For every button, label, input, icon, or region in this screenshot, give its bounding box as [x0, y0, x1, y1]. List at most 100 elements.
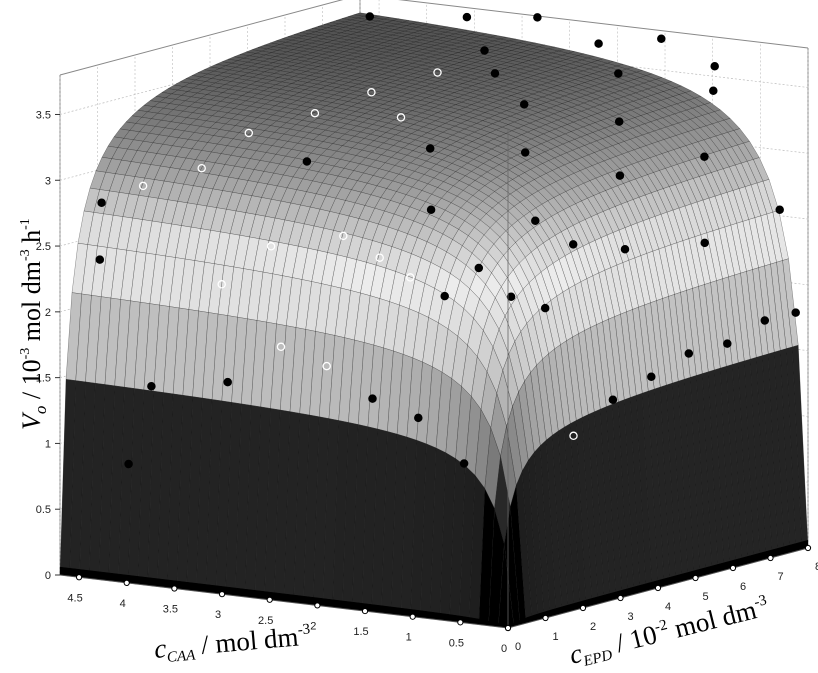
data-point	[406, 273, 415, 282]
surface-skirt	[254, 589, 262, 600]
surface-skirt	[97, 571, 106, 581]
data-point	[266, 242, 276, 251]
surface-skirt	[336, 599, 345, 609]
surface-skirt	[209, 584, 218, 594]
x-tick-label: 4	[120, 598, 126, 610]
surface-skirt	[373, 604, 382, 614]
z-tick-label: 2.5	[36, 241, 51, 253]
y-tick-mark	[654, 584, 662, 592]
data-point	[684, 349, 694, 358]
surface-skirt	[306, 596, 315, 606]
data-point	[368, 394, 377, 403]
data-point	[608, 395, 618, 404]
data-point	[97, 198, 106, 208]
y-tick-mark	[692, 574, 699, 582]
data-point	[490, 69, 500, 78]
surface-mesh	[59, 12, 809, 629]
data-point	[462, 12, 472, 22]
z-tick-label: 2	[45, 307, 51, 319]
x-axis-title-main: c	[153, 633, 168, 664]
surface-skirt	[343, 600, 352, 610]
surface-skirt	[291, 594, 300, 604]
data-point	[339, 231, 348, 241]
data-point	[700, 238, 709, 248]
data-point	[614, 117, 624, 126]
data-point	[367, 88, 376, 97]
data-point	[322, 361, 331, 371]
surface-skirt	[231, 587, 240, 597]
z-tick-label: 3	[45, 175, 51, 187]
data-point	[95, 255, 105, 264]
y-axis-title-exp1: -2	[653, 617, 669, 636]
data-point	[615, 171, 625, 180]
data-point	[197, 163, 206, 173]
z-axis-title-rest2: mol dm	[17, 261, 46, 348]
data-point	[414, 413, 423, 423]
data-point	[217, 280, 226, 289]
x-tick-label: 2.5	[258, 615, 273, 627]
x-tick-label: 0.5	[449, 637, 464, 649]
z-axis-title-exp1: -3	[18, 348, 33, 360]
z-axis-title-exp2: -3	[18, 249, 33, 261]
data-point	[124, 459, 133, 469]
surface-skirt	[351, 601, 360, 611]
surface-skirt	[179, 581, 188, 591]
x-tick-mark	[75, 574, 83, 581]
surface-skirt	[246, 589, 255, 599]
data-point	[426, 205, 436, 214]
z-tick-label: 0.5	[36, 504, 51, 516]
surface-skirt	[298, 595, 307, 605]
x-tick-mark	[361, 607, 369, 615]
data-point	[709, 86, 718, 95]
surface-skirt	[134, 575, 143, 585]
x-tick-label: 1.5	[353, 626, 368, 638]
surface-skirt	[321, 598, 330, 608]
data-point	[433, 68, 442, 77]
z-axis-title-rest3: h	[17, 230, 46, 250]
data-point	[723, 339, 732, 348]
x-tick-mark	[123, 579, 130, 586]
x-tick-label: 1	[406, 632, 412, 644]
data-point	[440, 291, 449, 301]
x-tick-mark	[457, 619, 464, 626]
data-point	[223, 377, 232, 387]
data-point	[540, 303, 550, 313]
surface-skirt	[112, 573, 121, 583]
y-tick-mark	[542, 614, 549, 622]
data-point	[520, 148, 530, 157]
frame-edge	[59, 0, 809, 76]
data-point	[647, 372, 656, 381]
y-tick-label: 0	[515, 641, 521, 653]
z-axis-title-exp3: -1	[18, 218, 33, 230]
x-tick-mark	[218, 591, 226, 598]
surface-skirt	[156, 578, 165, 588]
data-point	[569, 431, 578, 441]
data-point	[519, 100, 529, 109]
x-tick-mark	[171, 585, 178, 592]
y-tick-label: 2	[590, 621, 596, 633]
x-axis-title-rest: / mol dm	[193, 621, 299, 660]
data-point	[760, 316, 770, 325]
data-point	[700, 152, 709, 161]
x-tick-label: 4.5	[67, 592, 82, 604]
y-tick-label: 3	[627, 611, 633, 623]
surface-skirt	[201, 583, 210, 593]
x-tick-label: 3	[215, 609, 221, 621]
data-point	[506, 292, 516, 301]
y-tick-mark	[579, 604, 587, 612]
surface-skirt	[104, 572, 113, 582]
data-point	[474, 263, 484, 273]
surface-skirt	[380, 605, 389, 615]
data-point	[620, 244, 630, 254]
data-point	[531, 216, 540, 226]
data-point	[459, 459, 469, 468]
axis-ticks: 00.511.522.533.54.5 4 3.5 3 2.5 2 1.5 1 0.5 0 0123…	[36, 109, 818, 655]
surface-skirt	[149, 577, 158, 587]
data-point	[375, 253, 384, 262]
surface-skirt	[89, 570, 98, 580]
z-axis-title-sub: o	[31, 406, 50, 415]
surface-skirt	[142, 576, 150, 586]
y-tick-mark	[767, 554, 774, 562]
y-axis-title-sub: EPD	[581, 647, 614, 670]
data-point	[244, 128, 254, 138]
